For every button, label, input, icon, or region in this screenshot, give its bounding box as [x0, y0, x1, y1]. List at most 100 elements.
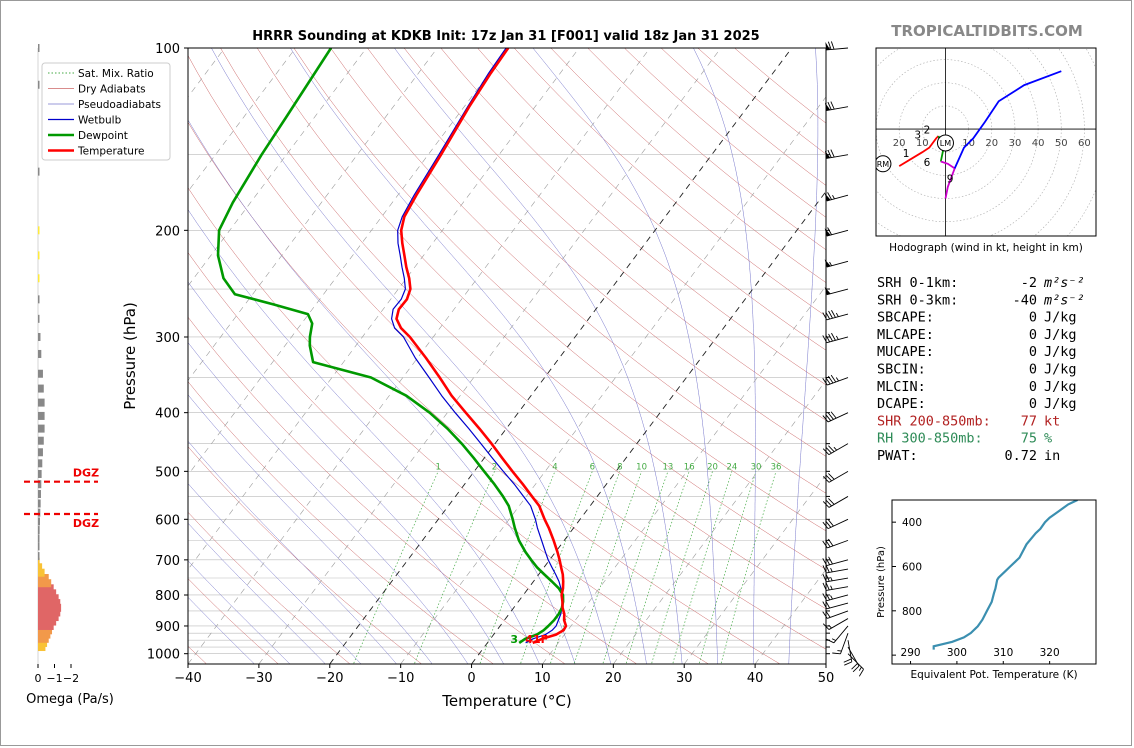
legend-entry: Dewpoint — [78, 130, 128, 142]
barb-full — [822, 377, 828, 386]
legend-entry: Wetbulb — [78, 115, 122, 127]
barb-full — [822, 558, 828, 566]
barb-full — [822, 476, 830, 483]
barb-full — [827, 192, 832, 200]
isotherm-line — [542, 285, 826, 664]
wind-barb — [822, 518, 849, 530]
stats-value: 0 — [1029, 344, 1037, 360]
stats-unit: m²s⁻² — [1043, 292, 1085, 308]
hodograph-ring-label: 50 — [1055, 138, 1068, 149]
mixing-ratio-label: 16 — [684, 462, 695, 472]
barb-full — [830, 101, 835, 110]
wind-barb — [824, 192, 849, 202]
barb-staff — [826, 568, 849, 574]
moist-adiabat-line — [188, 281, 504, 664]
barb-full — [831, 310, 836, 318]
moist-adiabat-line — [188, 483, 362, 664]
omega-bar — [38, 459, 43, 468]
omega-bar — [38, 167, 40, 176]
theta-e-x-tick-label: 310 — [993, 647, 1013, 659]
mixing-ratio-line — [413, 471, 495, 664]
omega-bar — [38, 579, 52, 588]
mixing-ratio-label: 1 — [435, 462, 440, 472]
barb-flag — [824, 286, 831, 295]
wind-barb — [843, 640, 853, 666]
mixing-ratio-label: 8 — [617, 462, 622, 472]
omega-bar — [38, 534, 40, 543]
barb-flag — [825, 41, 831, 50]
y-tick-label: 300 — [155, 331, 180, 346]
barb-half — [830, 576, 833, 581]
hodograph-ring-label: 60 — [1078, 138, 1091, 149]
omega-bar — [38, 557, 40, 566]
barb-half — [835, 335, 839, 340]
omega-bar — [38, 424, 45, 433]
stats-row: SHR 200-850mb: 77 kt — [877, 413, 1060, 429]
y-tick-label: 600 — [155, 513, 180, 528]
stats-label: RH 300-850mb: — [877, 431, 983, 447]
surface-dewpoint-label: 3 — [510, 633, 518, 646]
barb-full — [828, 310, 833, 319]
omega-tick-label: −2 — [63, 672, 79, 685]
barb-staff — [828, 470, 849, 483]
y-tick-label: 700 — [155, 554, 180, 569]
barb-half — [831, 638, 836, 641]
dry-adiabat-line — [256, 48, 826, 570]
stats-label: SHR 200-850mb: — [877, 413, 991, 429]
omega-bar — [38, 80, 40, 89]
omega-bar — [38, 448, 43, 457]
y-tick-label: 1000 — [147, 648, 180, 663]
omega-bar — [38, 594, 59, 603]
omega-bar — [38, 603, 62, 612]
wind-barb — [825, 41, 849, 51]
barb-full — [827, 227, 832, 235]
barb-full — [825, 499, 832, 507]
mixing-ratio-line — [672, 471, 733, 664]
omega-bar — [38, 480, 42, 489]
omega-bar — [38, 634, 49, 643]
barb-staff — [826, 559, 849, 566]
barb-half — [830, 567, 833, 573]
dry-adiabat-line — [330, 48, 826, 494]
x-tick-label: 0 — [467, 671, 475, 686]
isotherm-line — [258, 48, 722, 664]
barb-full — [825, 610, 831, 618]
barb-full — [822, 501, 830, 508]
stats-label: SRH 0-3km: — [877, 292, 958, 308]
omega-bar — [38, 584, 54, 593]
barb-full — [844, 661, 853, 666]
moist-adiabat-line — [788, 48, 819, 664]
dry-adiabat-line — [188, 381, 494, 664]
dry-adiabat-line — [188, 121, 781, 664]
barb-half — [858, 666, 862, 671]
x-tick-label: 30 — [676, 671, 693, 686]
moist-adiabat-line — [188, 119, 576, 664]
barb-full — [825, 592, 831, 601]
barb-full — [826, 638, 835, 644]
stats-row: MLCIN: 0 J/kg — [877, 379, 1077, 395]
barb-full — [822, 521, 829, 529]
barb-staff — [833, 625, 849, 644]
barb-full — [825, 376, 831, 385]
barb-staff — [826, 288, 849, 296]
barb-full — [825, 564, 830, 573]
omega-bar — [38, 295, 40, 304]
stats-row: SRH 0-1km: -2 m²s⁻² — [877, 275, 1085, 291]
stats-unit: m²s⁻² — [1043, 275, 1085, 291]
stats-value: 0.72 — [1004, 448, 1037, 464]
dry-adiabat-line — [188, 252, 638, 664]
barb-staff — [826, 229, 849, 237]
omega-bar — [38, 617, 57, 626]
stats-value: 0 — [1029, 396, 1037, 412]
y-tick-label: 100 — [155, 42, 180, 57]
x-tick-label: −30 — [245, 671, 272, 686]
barb-staff — [826, 602, 849, 610]
theta-e-x-axis-label: Equivalent Pot. Temperature (K) — [910, 669, 1077, 681]
barb-half — [828, 624, 832, 629]
barb-staff — [847, 653, 864, 670]
hodograph-rm-label: RM — [877, 160, 890, 169]
omega-bar — [38, 411, 45, 420]
hodograph-height-label: 9 — [947, 173, 954, 185]
hodograph-ring-label: 20 — [985, 138, 998, 149]
